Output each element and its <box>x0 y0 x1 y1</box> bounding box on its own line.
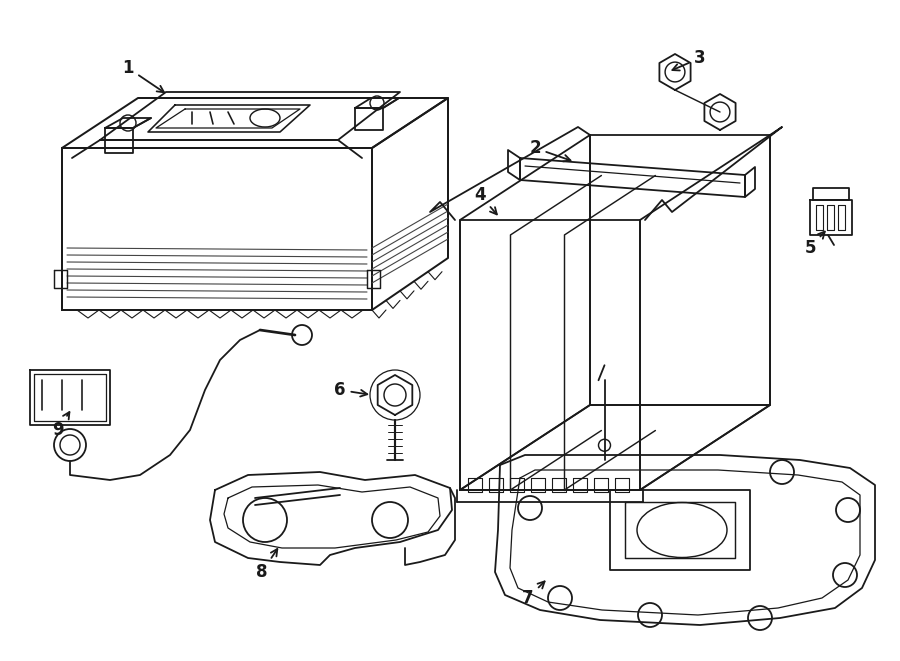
Text: 3: 3 <box>672 49 706 71</box>
Text: 4: 4 <box>474 186 497 214</box>
Text: 8: 8 <box>256 549 277 581</box>
Text: 1: 1 <box>122 59 164 93</box>
Text: 6: 6 <box>334 381 367 399</box>
Text: 2: 2 <box>529 139 571 161</box>
Text: 5: 5 <box>805 231 824 257</box>
Text: 9: 9 <box>52 412 69 439</box>
Text: 7: 7 <box>522 582 544 607</box>
